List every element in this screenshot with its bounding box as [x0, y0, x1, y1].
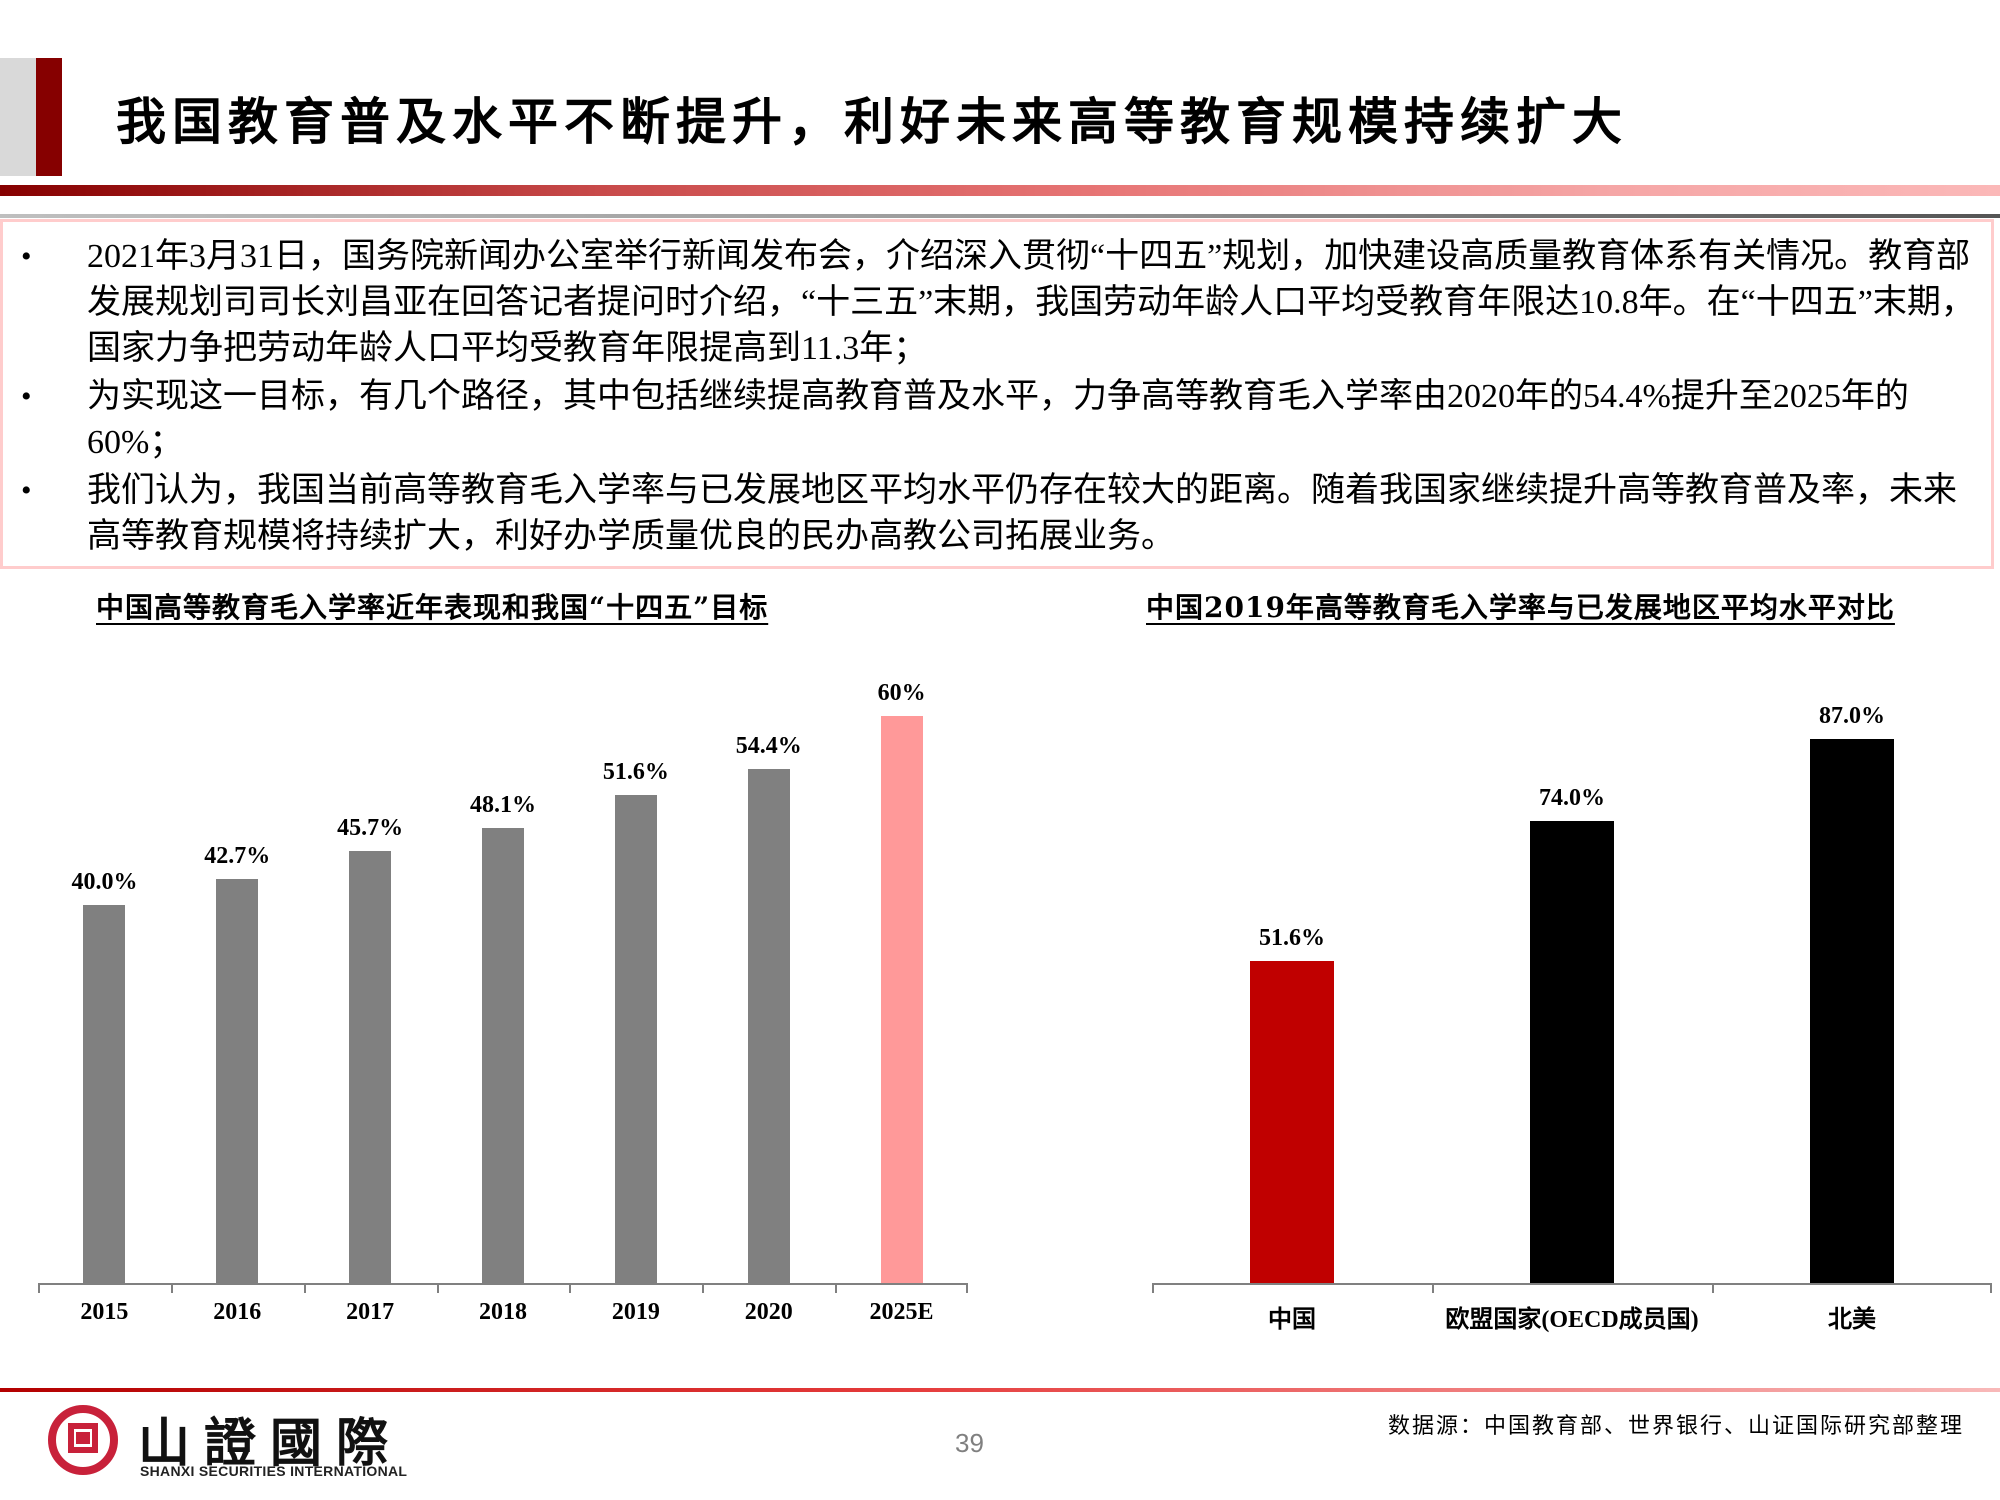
- x-axis-tick: [569, 1283, 572, 1293]
- logo-emblem-inner: [68, 1423, 98, 1453]
- x-axis-category-label: 欧盟国家(OECD成员国): [1445, 1307, 1699, 1333]
- x-axis-tick: [1432, 1283, 1434, 1293]
- x-axis-tick: [1712, 1283, 1714, 1293]
- chart-title-region-comparison: 中国2019年高等教育毛入学率与已发展地区平均水平对比: [1146, 591, 1895, 624]
- bar-value-label: 74.0%: [1539, 784, 1605, 811]
- bar-value-label: 87.0%: [1819, 703, 1885, 730]
- summary-bullet: • 为实现这一目标，有几个路径，其中包括继续提高教育普及水平，力争高等教育毛入学…: [19, 374, 1975, 466]
- title-accent-gray: [0, 58, 36, 176]
- chart-bar: [1250, 960, 1334, 1283]
- chart-bar: [83, 905, 126, 1283]
- header-divider: [0, 185, 2000, 196]
- page-title: 我国教育普及水平不断提升，利好未来高等教育规模持续扩大: [116, 92, 1628, 151]
- chart-title-enrollment-trend: 中国高等教育毛入学率近年表现和我国“十四五”目标: [96, 591, 769, 624]
- header-subdivider: [0, 214, 2000, 218]
- chart-bar: [349, 851, 392, 1283]
- x-axis-category-label: 2019: [611, 1299, 660, 1325]
- title-accent-red: [36, 58, 62, 176]
- bullet-text: 2021年3月31日，国务院新闻办公室举行新闻发布会，介绍深入贯彻“十四五”规划…: [87, 238, 1975, 367]
- x-axis-category-label: 中国: [1268, 1307, 1316, 1333]
- bar-value-label: 60%: [877, 680, 926, 706]
- chart-bar: [1810, 739, 1894, 1283]
- chart-bar: [216, 879, 259, 1283]
- bar-value-label: 51.6%: [1259, 924, 1325, 951]
- x-axis-category-label: 2025E: [869, 1299, 934, 1325]
- data-source-note: 数据源：中国教育部、世界银行、山证国际研究部整理: [1387, 1413, 1964, 1438]
- logo-emblem-icon: [48, 1405, 118, 1475]
- bar-value-label: 51.6%: [602, 759, 669, 786]
- x-axis-tick: [38, 1283, 40, 1293]
- enrollment-trend-chart: 40.0% 2015 42.7% 2016 45.7% 2017 48.1% 2018 51.6…: [38, 680, 968, 1340]
- x-axis-category-label: 2017: [346, 1299, 395, 1325]
- bar-value-label: 48.1%: [470, 792, 536, 819]
- summary-bullet-list: • 2021年3月31日，国务院新闻办公室举行新闻发布会，介绍深入贯彻“十四五”…: [19, 234, 1975, 562]
- logo-emblem-core: [76, 1432, 90, 1444]
- x-axis-line: [1152, 1283, 1992, 1285]
- x-axis-tick: [436, 1283, 439, 1293]
- summary-box: • 2021年3月31日，国务院新闻办公室举行新闻发布会，介绍深入贯彻“十四五”…: [0, 219, 1994, 569]
- bar-value-label: 54.4%: [735, 732, 802, 759]
- x-axis-category-label: 2015: [80, 1299, 129, 1325]
- x-axis-tick: [1990, 1283, 1992, 1293]
- logo-chinese-name: 山證國際: [138, 1414, 403, 1474]
- region-comparison-chart: 51.6% 中国 74.0% 欧盟国家(OECD成员国) 87.0% 北美: [1152, 700, 1992, 1340]
- bullet-icon: •: [21, 240, 32, 273]
- chart-bar: [614, 795, 657, 1283]
- bar-value-label: 42.7%: [204, 843, 271, 870]
- bullet-text: 为实现这一目标，有几个路径，其中包括继续提高教育普及水平，力争高等教育毛入学率由…: [87, 378, 1909, 461]
- x-axis-tick: [1152, 1283, 1154, 1293]
- chart-bar: [747, 768, 790, 1283]
- x-axis-tick: [303, 1283, 306, 1293]
- footer-divider: [0, 1388, 2000, 1392]
- page-number: 39: [955, 1428, 984, 1458]
- x-axis-category-label: 2016: [213, 1299, 262, 1325]
- x-axis-tick: [170, 1283, 173, 1293]
- x-axis-tick: [835, 1283, 838, 1293]
- bar-value-label: 45.7%: [337, 815, 404, 842]
- chart-bar: [482, 828, 524, 1283]
- bullet-icon: •: [21, 474, 32, 507]
- summary-bullet: • 2021年3月31日，国务院新闻办公室举行新闻发布会，介绍深入贯彻“十四五”…: [19, 234, 1975, 372]
- x-axis-tick: [966, 1283, 968, 1293]
- logo-english-name: SHANXI SECURITIES INTERNATIONAL: [140, 1463, 408, 1479]
- x-axis-category-label: 2018: [478, 1299, 527, 1325]
- summary-bullet: • 我们认为，我国当前高等教育毛入学率与已发展地区平均水平仍存在较大的距离。随着…: [19, 468, 1975, 560]
- x-axis-line: [38, 1283, 968, 1285]
- chart-bar: [1530, 820, 1614, 1283]
- bullet-text: 我们认为，我国当前高等教育毛入学率与已发展地区平均水平仍存在较大的距离。随着我国…: [87, 472, 1957, 555]
- x-axis-category-label: 北美: [1828, 1307, 1876, 1333]
- bullet-icon: •: [21, 380, 32, 413]
- x-axis-category-label: 2020: [744, 1299, 793, 1325]
- bar-value-label: 40.0%: [71, 869, 138, 895]
- x-axis-tick: [702, 1283, 705, 1293]
- chart-bar: [880, 716, 923, 1283]
